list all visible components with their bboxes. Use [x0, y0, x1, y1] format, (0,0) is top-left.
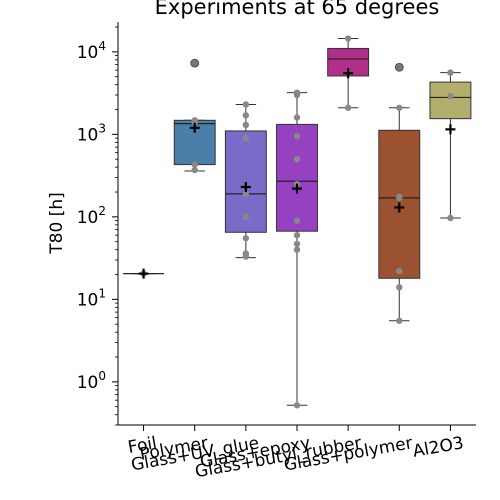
data-point: [396, 284, 403, 291]
box: [173, 119, 216, 166]
data-point: [293, 231, 301, 239]
y-tick-label: 100: [77, 369, 106, 393]
data-point: [191, 119, 198, 126]
y-tick-label: 102: [77, 204, 106, 228]
outlier-point: [394, 62, 404, 72]
x-axis-ticks: FoilPolymerGlass+UV_glueGlass+epoxyGlass…: [126, 425, 465, 482]
data-point: [344, 104, 352, 111]
data-point: [293, 155, 301, 163]
data-point: [242, 253, 250, 260]
x-tick-label: Al2O3: [411, 433, 465, 462]
data-point: [293, 132, 301, 140]
box-group: [276, 89, 318, 409]
data-point: [242, 112, 250, 119]
data-point: [242, 121, 250, 129]
data-point: [447, 69, 454, 76]
y-tick-label: 104: [77, 39, 106, 63]
box-group: [173, 58, 216, 174]
data-point: [344, 35, 352, 42]
data-point: [396, 104, 403, 111]
data-point: [242, 190, 250, 198]
data-point: [293, 217, 301, 224]
data-point: [242, 101, 250, 108]
box-group: [327, 35, 370, 111]
box-group: [378, 62, 421, 324]
y-axis-ticks: 100 101 102 103 104: [77, 26, 118, 426]
box-group: [123, 268, 165, 279]
box-group: [429, 69, 472, 222]
outlier-point: [190, 58, 200, 68]
data-point: [293, 240, 301, 248]
data-point: [242, 235, 250, 242]
data-point: [293, 91, 301, 99]
chart-title: Experiments at 65 degrees: [155, 0, 440, 19]
data-point: [293, 402, 301, 409]
box: [429, 81, 472, 120]
y-tick-label: 103: [77, 121, 106, 145]
y-tick-label: 101: [77, 286, 106, 310]
data-point: [191, 161, 198, 168]
box: [276, 123, 318, 232]
data-point: [293, 114, 301, 121]
data-point: [447, 214, 454, 222]
data-point: [242, 134, 250, 142]
data-point: [191, 166, 198, 174]
y-axis-label: T80 [h]: [47, 192, 67, 254]
data-point: [396, 317, 403, 324]
data-point: [242, 213, 250, 221]
data-point: [396, 194, 403, 202]
box-group: [224, 101, 267, 260]
box-plots: [123, 35, 472, 409]
data-point: [396, 267, 403, 275]
x-tick-label: Foil: [126, 433, 158, 458]
data-point: [447, 92, 454, 100]
data-point: [293, 246, 301, 253]
